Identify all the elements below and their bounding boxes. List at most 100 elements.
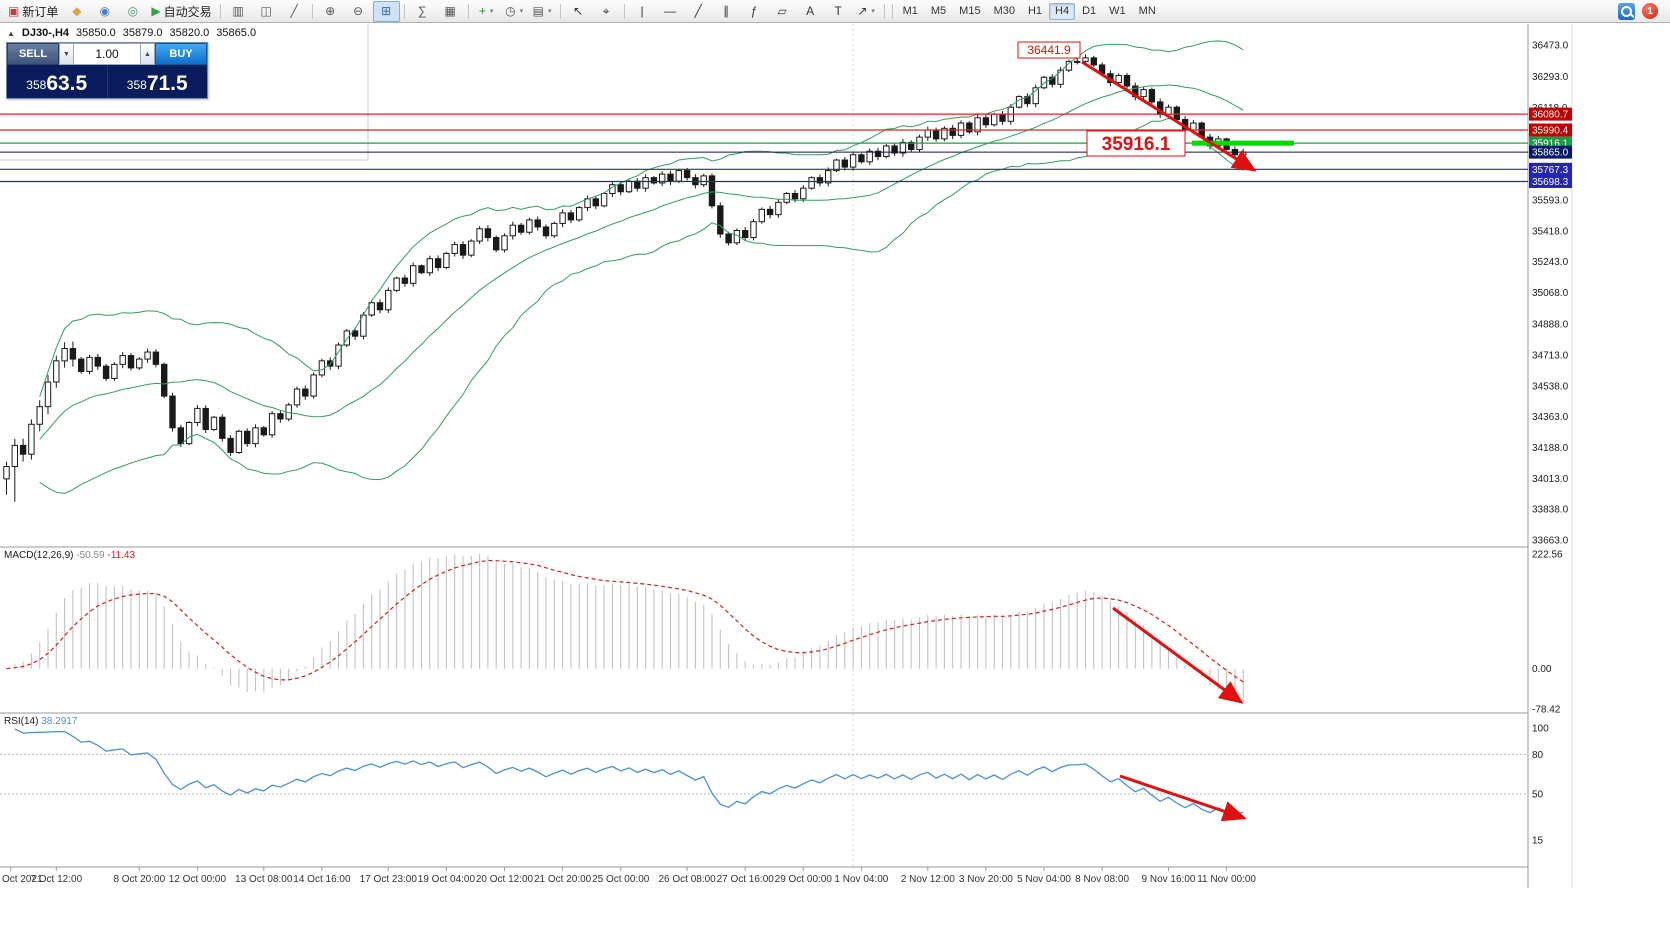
templates-dropdown[interactable]: ▤ ▾ [529,1,556,22]
volume-increase-button[interactable]: ▲ [140,43,155,65]
svg-text:14 Oct 16:00: 14 Oct 16:00 [293,874,351,885]
high-price-callout-text: 36441.9 [1027,43,1071,57]
svg-text:0.00: 0.00 [1532,664,1552,675]
rsi-panel [0,728,1528,815]
templates-dropdown-chevron-down-icon[interactable]: ▾ [548,8,552,15]
cursor-icon-glyph: ↖ [573,4,584,18]
timeframe-MN[interactable]: MN [1133,3,1162,20]
timeframe-M1[interactable]: M1 [897,3,924,20]
macd-signal-line [6,559,1244,683]
one-click-prices: 358 63.5 358 71.5 [7,65,207,98]
channel-icon[interactable]: ∥ [713,1,740,22]
svg-text:9 Nov 16:00: 9 Nov 16:00 [1142,874,1196,885]
label-icon-glyph: T [834,4,842,18]
toolbar-separator [403,3,405,19]
svg-text:Oct 2021: Oct 2021 [2,874,43,885]
svg-text:27 Oct 16:00: 27 Oct 16:00 [717,874,775,885]
timeframe-M15[interactable]: M15 [953,3,986,20]
svg-text:13 Oct 08:00: 13 Oct 08:00 [235,874,293,885]
new-order-button-label: 新订单 [22,4,59,19]
toolbar: ▣ 新订单 ◆ ◉ ◎ ▶ 自动交易 ▥ ◫ ╱ ⊕ ⊖ ⊞ ∑ ▦ + ▾ ◷ ▾ ▤ ▾ ↖ ⌖ | — ╱ ∥ ƒ ▱ A T ↗ ▾ M… [0,0,1670,23]
svg-text:5 Nov 04:00: 5 Nov 04:00 [1017,874,1071,885]
chart-ohlc-line: ▲ DJ30-,H4 35850.0 35879.0 35820.0 35865… [7,27,256,39]
buy-price[interactable]: 358 71.5 [106,65,208,98]
svg-text:29 Oct 00:00: 29 Oct 00:00 [775,874,833,885]
volume-input[interactable] [74,43,140,65]
grid-icon[interactable]: ⊞ [372,0,400,22]
horizontal-line-icon[interactable]: — [657,1,684,22]
label-icon[interactable]: T [825,1,852,22]
buy-button[interactable]: BUY [155,43,207,65]
sell-price[interactable]: 358 63.5 [7,65,107,98]
svg-text:34888.0: 34888.0 [1532,320,1569,331]
trend-arrow[interactable] [1081,60,1257,172]
svg-text:36293.0: 36293.0 [1532,72,1569,83]
alerts-icon[interactable]: ◎ [119,1,146,22]
rsi-line [14,728,1244,815]
vertical-line-icon-glyph: | [640,4,644,18]
rsi-arrow[interactable] [1119,774,1247,822]
zoom-out-icon[interactable]: ⊖ [345,1,372,22]
crosshair-icon[interactable]: ⌖ [593,1,620,22]
channel-icon-glyph: ∥ [723,4,730,18]
key-level-callout-box[interactable] [1086,130,1186,157]
macd-arrow[interactable] [1112,606,1244,704]
periods-dropdown[interactable]: ◷ ▾ [501,1,528,22]
volume-decrease-button[interactable]: ▼ [59,43,74,65]
arrows-dropdown-chevron-down-icon[interactable]: ▾ [871,8,875,15]
timeframe-H4[interactable]: H4 [1049,2,1076,20]
autotrading-button[interactable]: ▶ 自动交易 [147,1,215,22]
new-order-button[interactable]: ▣ 新订单 [4,1,62,22]
rsi-label: RSI(14) 38.2917 [4,716,78,727]
low-value: 35820.0 [169,27,210,39]
bar-chart-icon[interactable]: ▥ [225,1,252,22]
vertical-line-icon[interactable]: | [629,1,656,22]
notifications-badge[interactable]: 1 [1642,3,1658,19]
periods-dropdown-chevron-down-icon[interactable]: ▾ [519,8,524,15]
candlestick-chart-icon[interactable]: ◫ [253,1,280,22]
level-lines[interactable] [0,113,1528,183]
svg-text:35593.0: 35593.0 [1532,196,1569,207]
fibonacci-icon[interactable]: ƒ [741,1,768,22]
add-indicator-dropdown[interactable]: + ▾ [473,1,500,22]
grid-icon-glyph: ⊞ [381,4,392,18]
timeframe-H1[interactable]: H1 [1022,3,1048,20]
trendline-icon[interactable]: ╱ [685,1,712,22]
metaeditor-icon[interactable]: ◆ [63,1,90,22]
svg-text:35916.1: 35916.1 [1532,139,1569,150]
search-icon[interactable] [1618,2,1635,20]
sell-button[interactable]: SELL [7,43,59,65]
svg-text:35698.3: 35698.3 [1532,177,1569,188]
text-icon[interactable]: A [797,1,824,22]
timeframe-W1[interactable]: W1 [1103,3,1132,20]
key-level-callout-text: 35916.1 [1102,134,1171,155]
timeframe-M30[interactable]: M30 [988,3,1021,20]
profile-icon[interactable]: ◉ [91,1,118,22]
periods-dropdown-glyph: ◷ [505,4,516,18]
svg-text:-78.42: -78.42 [1532,705,1561,716]
add-indicator-dropdown-chevron-down-icon[interactable]: ▾ [489,8,494,15]
quote-panel-toggle-icon[interactable]: ▲ [7,28,15,38]
high-price-callout-box[interactable] [1017,41,1081,59]
zoom-in-icon[interactable]: ⊕ [317,1,344,22]
indicators-list-icon[interactable]: ∑ [409,1,436,22]
svg-text:11 Nov 00:00: 11 Nov 00:00 [1197,874,1256,885]
templates-dropdown-glyph: ▤ [532,4,545,18]
timeframe-buttons: M1 M5 M15 M30 H1 H4 D1 W1 MN [897,2,1162,20]
macd-label: MACD(12,26,9) -50.59 -11.43 [4,550,135,561]
svg-text:100: 100 [1532,724,1549,735]
arrows-dropdown[interactable]: ↗ ▾ [853,1,880,22]
autotrading-button-glyph: ▶ [151,4,161,18]
svg-text:50: 50 [1532,790,1544,801]
add-indicator-dropdown-glyph: + [478,4,486,18]
toolbar-separator [883,3,885,19]
shapes-icon[interactable]: ▱ [769,1,796,22]
cursor-icon[interactable]: ↖ [565,1,592,22]
timeframe-D1[interactable]: D1 [1076,3,1102,20]
tile-windows-icon[interactable]: ▦ [437,1,464,22]
timeframe-M5[interactable]: M5 [925,3,952,20]
macd-histogram [14,553,1244,704]
line-chart-icon[interactable]: ╱ [281,1,308,22]
